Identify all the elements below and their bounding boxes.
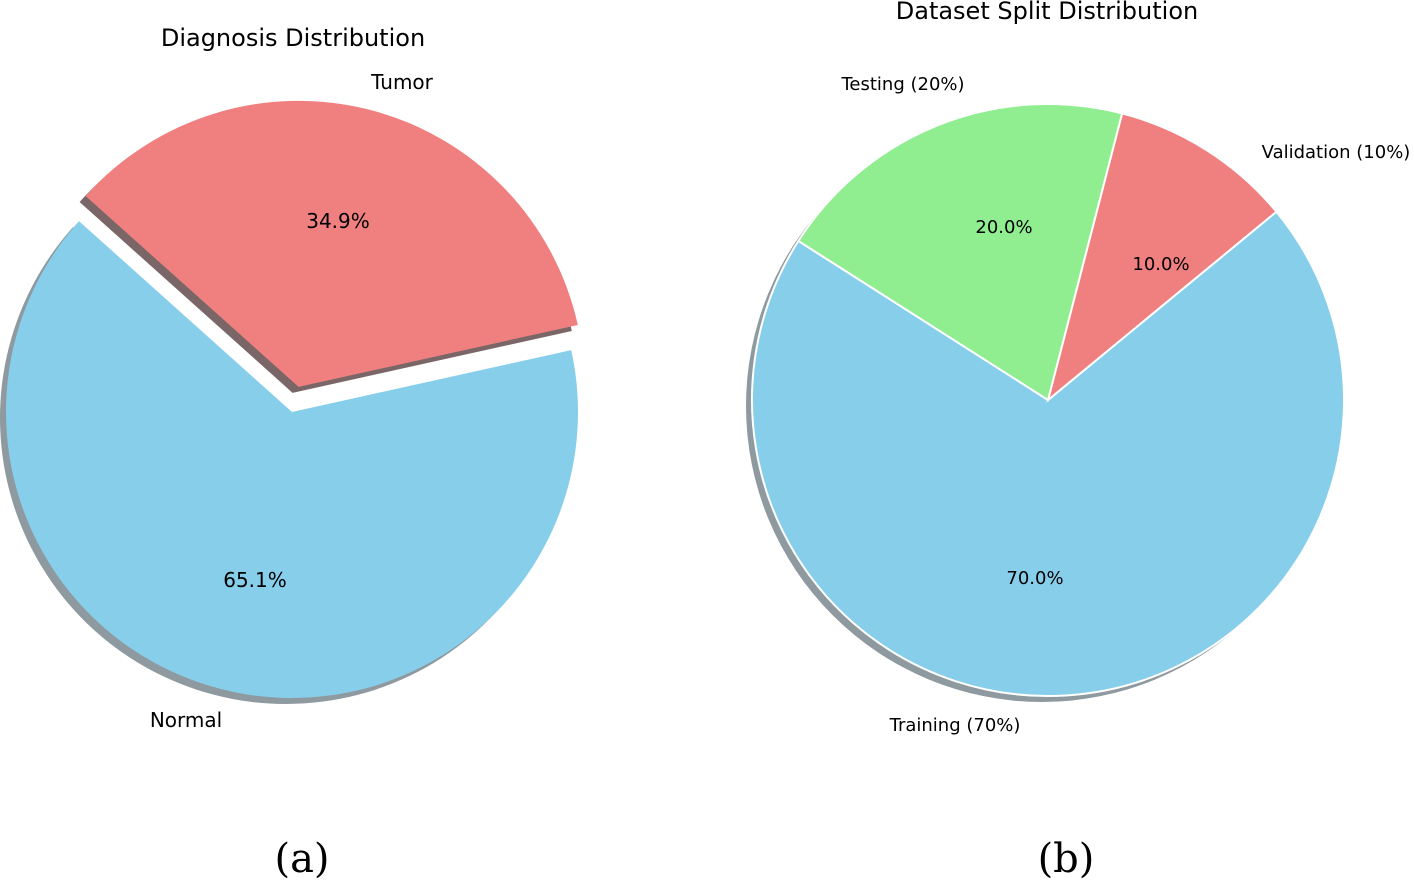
chart-a: Diagnosis Distribution Tumor Normal 34.9… (0, 24, 578, 882)
chart-b-caption: (b) (1038, 836, 1095, 882)
chart-b-pct-validation: 10.0% (1132, 254, 1189, 275)
chart-a-pct-tumor: 34.9% (306, 209, 370, 233)
chart-a-caption: (a) (274, 836, 329, 882)
chart-b-title: Dataset Split Distribution (896, 0, 1198, 25)
chart-b-label-validation: Validation (10%) (1262, 142, 1411, 163)
chart-b-slice-validation (1046, 112, 1278, 403)
chart-b-label-testing: Testing (20%) (840, 74, 964, 95)
chart-a-pct-normal: 65.1% (223, 568, 287, 592)
chart-b-pct-training: 70.0% (1006, 568, 1063, 589)
chart-b-slice-training (751, 210, 1345, 697)
chart-a-slice-normal (5, 221, 578, 698)
chart-b: Dataset Split Distribution Testing (20%)… (746, 0, 1410, 882)
chart-b-slice-testing (796, 103, 1124, 402)
chart-a-slice-tumor (85, 100, 578, 387)
chart-a-title: Diagnosis Distribution (161, 24, 425, 52)
chart-b-pct-testing: 20.0% (975, 217, 1032, 238)
chart-a-label-normal: Normal (150, 708, 222, 732)
chart-b-label-training: Training (70%) (889, 715, 1021, 736)
chart-a-label-tumor: Tumor (370, 70, 434, 94)
